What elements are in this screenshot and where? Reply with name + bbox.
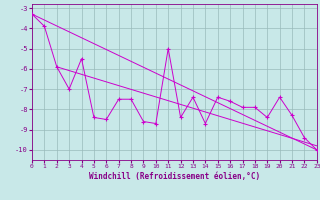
X-axis label: Windchill (Refroidissement éolien,°C): Windchill (Refroidissement éolien,°C): [89, 172, 260, 181]
